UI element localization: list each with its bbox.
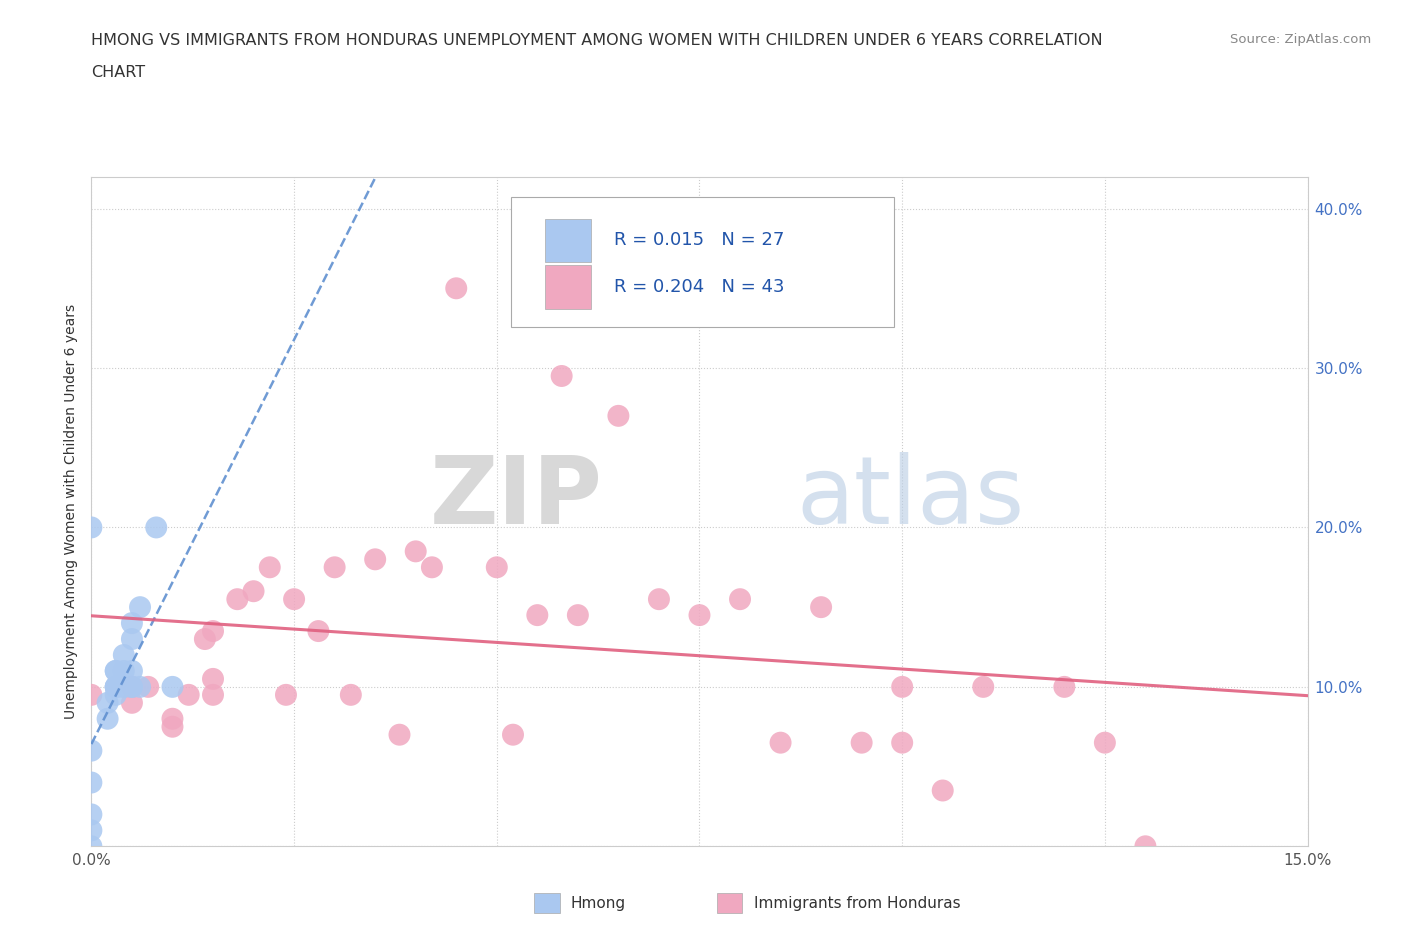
Point [323,560,346,575]
Point [688,607,710,622]
Point [80,687,103,702]
Point [283,591,305,606]
Point [121,680,143,695]
Point [420,560,443,575]
Text: HMONG VS IMMIGRANTS FROM HONDURAS UNEMPLOYMENT AMONG WOMEN WITH CHILDREN UNDER 6: HMONG VS IMMIGRANTS FROM HONDURAS UNEMPL… [91,33,1104,47]
Point [121,696,143,711]
Point [1053,680,1076,695]
Point [728,591,751,606]
Point [607,408,630,423]
Text: R = 0.204   N = 43: R = 0.204 N = 43 [614,278,785,296]
Point [259,560,281,575]
FancyBboxPatch shape [510,197,894,327]
Point [104,680,127,695]
Y-axis label: Unemployment Among Women with Children Under 6 years: Unemployment Among Women with Children U… [65,304,79,719]
Point [121,631,143,646]
Point [129,680,152,695]
Point [1135,839,1157,854]
Text: Source: ZipAtlas.com: Source: ZipAtlas.com [1230,33,1371,46]
Point [80,823,103,838]
Point [104,663,127,678]
Point [226,591,249,606]
Point [891,680,914,695]
Point [112,663,135,678]
Point [202,687,225,702]
Point [444,281,467,296]
Text: Immigrants from Honduras: Immigrants from Honduras [754,896,960,910]
Point [202,671,225,686]
Point [162,680,184,695]
Text: Hmong: Hmong [571,896,626,910]
Point [972,680,994,695]
Point [121,680,143,695]
Point [162,719,184,734]
Point [485,560,508,575]
Point [307,624,329,639]
Point [550,368,572,383]
Point [340,687,363,702]
Text: R = 0.015   N = 27: R = 0.015 N = 27 [614,232,785,249]
Point [810,600,832,615]
Point [104,680,127,695]
Point [242,584,264,599]
Point [194,631,217,646]
Point [80,743,103,758]
Text: ZIP: ZIP [429,452,602,544]
Point [104,680,127,695]
Point [112,680,135,695]
Point [202,624,225,639]
Point [1094,736,1116,751]
Point [145,520,167,535]
Point [80,520,103,535]
Point [112,647,135,662]
Point [891,736,914,751]
FancyBboxPatch shape [546,265,592,309]
Point [177,687,200,702]
Point [162,711,184,726]
Point [80,807,103,822]
Point [274,687,297,702]
Point [104,687,127,702]
Point [104,663,127,678]
Point [80,839,103,854]
Point [364,551,387,566]
Point [567,607,589,622]
Text: CHART: CHART [91,65,145,80]
Point [112,680,135,695]
Text: atlas: atlas [797,452,1025,544]
Point [648,591,671,606]
Point [405,544,427,559]
Point [136,680,159,695]
Point [129,600,152,615]
Point [526,607,548,622]
Point [97,696,120,711]
Point [121,663,143,678]
Point [388,727,411,742]
Point [121,680,143,695]
Point [769,736,792,751]
Point [851,736,873,751]
Point [931,783,953,798]
Point [121,616,143,631]
Point [502,727,524,742]
Point [80,775,103,790]
Point [97,711,120,726]
FancyBboxPatch shape [546,219,592,262]
